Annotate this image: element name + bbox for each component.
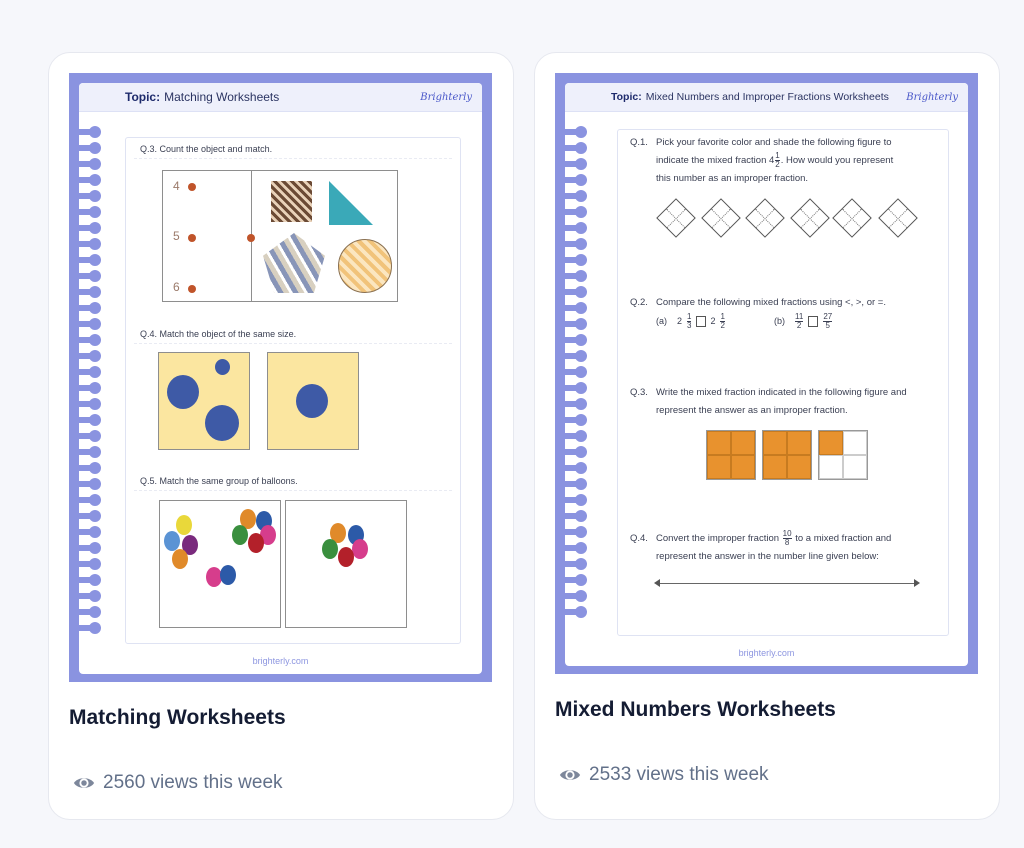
worksheet-footer-url: brighterly.com [738,648,795,658]
worksheet-topic-bar: Topic: Matching Worksheets Brighterly [79,83,482,112]
worksheet-page: Topic: Mixed Numbers and Improper Fracti… [565,83,968,666]
topic-text: Matching Worksheets [164,90,280,104]
worksheet-content: Q.3. Count the object and match. 4 5 6 [125,137,461,644]
size-box-right [267,352,359,450]
number-line [658,583,916,584]
topic-label: Topic: [125,90,161,104]
question-number: Q.4. [630,533,648,544]
question-q2: Compare the following mixed fractions us… [656,297,886,308]
question-q3: Write the mixed fraction indicated in th… [656,384,907,420]
worksheet-content: Q.1. Pick your favorite color and shade … [617,129,949,636]
worksheet-preview[interactable]: Topic: Matching Worksheets Brighterly Q.… [69,73,492,682]
balloon-box-right [285,500,407,628]
views-count: 2533 views this week [559,764,769,786]
count-5: 5 [173,229,180,243]
topic-label: Topic: [611,91,642,103]
answer-box[interactable] [696,315,707,327]
question-q4: Q.4. Match the object of the same size. [140,329,297,339]
pentagon-shape [263,233,325,293]
worksheet-footer-url: brighterly.com [252,656,309,666]
eye-icon [559,770,581,780]
q3-line1: Write the mixed fraction indicated in th… [656,387,907,398]
question-number: Q.3. [630,387,648,398]
question-q3: Q.3. Count the object and match. [140,144,273,154]
count-6: 6 [173,280,180,294]
count-4: 4 [173,179,180,193]
views-text: 2560 views this week [103,772,283,793]
eye-icon [73,778,95,788]
matching-table: 4 5 6 [162,170,398,302]
worksheet-card-mixed-numbers[interactable]: Topic: Mixed Numbers and Improper Fracti… [534,52,1000,820]
views-count: 2560 views this week [73,772,283,794]
pattern-square-shape [271,181,312,222]
size-box-left [158,352,250,450]
question-q5: Q.5. Match the same group of balloons. [140,476,298,486]
q1-line1: Pick your favorite color and shade the f… [656,137,892,148]
card-title[interactable]: Matching Worksheets [69,706,286,729]
worksheet-page: Topic: Matching Worksheets Brighterly Q.… [79,83,482,674]
arrow-left-icon [654,579,660,587]
topic-text: Mixed Numbers and Improper Fractions Wor… [645,91,889,103]
q2-part-b: (b) 11 2 27 5 [774,311,833,330]
answer-box[interactable] [808,315,819,327]
brighterly-logo: Brighterly [420,91,472,103]
worksheet-card-matching[interactable]: Topic: Matching Worksheets Brighterly Q.… [48,52,514,820]
question-q1: Pick your favorite color and shade the f… [656,134,893,188]
views-text: 2533 views this week [589,764,769,785]
worksheet-preview[interactable]: Topic: Mixed Numbers and Improper Fracti… [555,73,978,674]
question-q4: Convert the improper fraction 10 8 to a m… [656,530,891,566]
triangle-shape [329,181,373,225]
question-number: Q.2. [630,297,648,308]
q4-line1: Convert the improper fraction 10 8 to a m… [656,529,892,547]
q1-line3: this number as an improper fraction. [656,173,809,185]
circle-shape [338,239,392,293]
card-title[interactable]: Mixed Numbers Worksheets [555,698,836,721]
arrow-right-icon [914,579,920,587]
brighterly-logo: Brighterly [906,91,958,103]
worksheet-topic-bar: Topic: Mixed Numbers and Improper Fracti… [565,83,968,112]
question-number: Q.1. [630,137,648,148]
balloon-box-left [159,500,281,628]
q3-line2: represent the answer as an improper frac… [656,405,848,416]
q1-line2b: . How would you represent [780,155,894,167]
q4-line2: represent the answer in the number line … [656,551,879,563]
q1-line2a: indicate the mixed fraction 4 [656,155,775,167]
